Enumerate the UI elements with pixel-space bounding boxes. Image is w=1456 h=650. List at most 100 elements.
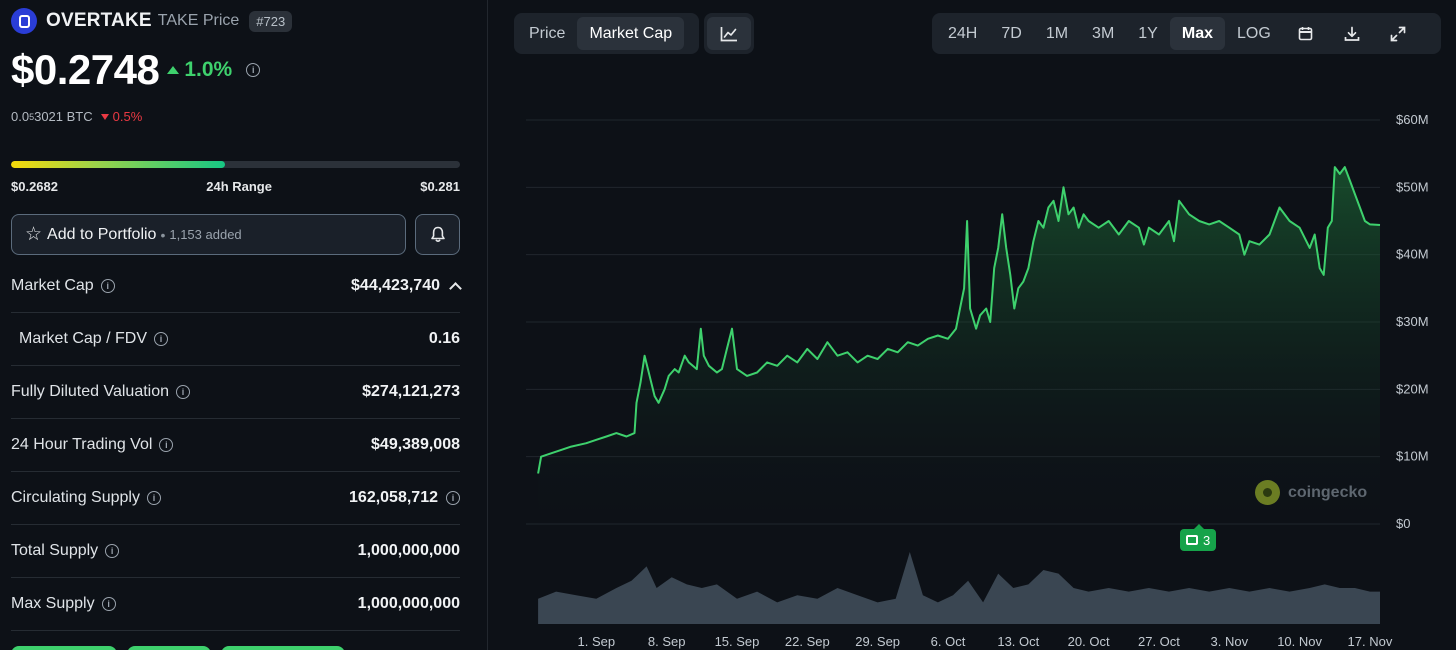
range-3m[interactable]: 3M — [1092, 24, 1115, 42]
coin-header: OVERTAKE TAKE Price #723 — [11, 8, 293, 34]
price-alert-button[interactable] — [415, 214, 460, 255]
rank-badge: #723 — [249, 10, 293, 32]
stat-value: 0.16 — [428, 330, 460, 347]
volume-area — [538, 552, 1380, 624]
y-tick-label: $20M — [1396, 381, 1429, 396]
newspaper-icon — [1186, 535, 1198, 545]
y-tick-label: $40M — [1396, 247, 1429, 262]
calendar-icon — [1298, 27, 1313, 41]
market-cap-area — [538, 167, 1380, 524]
24h-range-bar — [11, 161, 460, 168]
market-cap-line — [537, 166, 1381, 474]
24h-range-fill — [11, 161, 226, 168]
caret-up-icon — [167, 66, 180, 74]
stat-row-mcap-fdv: Market Cap / FDV i 0.16 — [11, 313, 460, 366]
info-icon[interactable]: i — [101, 597, 116, 611]
coin-info-panel: OVERTAKE TAKE Price #723 $0.2748 1.0% i … — [0, 0, 472, 650]
x-tick-label: 29. Sep — [855, 634, 900, 649]
stat-value: 1,000,000,000 — [357, 542, 460, 559]
info-icon[interactable]: i — [246, 63, 261, 77]
stat-value: $49,389,008 — [371, 436, 460, 453]
btc-price-zero-count: 5 — [29, 111, 35, 122]
x-tick-label: 10. Nov — [1277, 634, 1322, 649]
coingecko-watermark: coingecko — [1255, 480, 1367, 505]
stat-value: 162,058,712 — [349, 489, 438, 506]
chart-type-button[interactable] — [704, 13, 754, 54]
x-tick-label: 1. Sep — [578, 634, 616, 649]
btc-price-suffix: 3021 BTC — [34, 109, 93, 124]
info-icon[interactable]: i — [154, 332, 169, 346]
btc-price-row: 0.0 5 3021 BTC 0.5% — [11, 109, 142, 124]
info-icon[interactable]: i — [146, 491, 161, 505]
x-tick-label: 3. Nov — [1211, 634, 1249, 649]
info-icon[interactable]: i — [446, 491, 460, 505]
calendar-button[interactable] — [1283, 17, 1329, 50]
range-1m[interactable]: 1M — [1045, 24, 1069, 42]
range-7d[interactable]: 7D — [1001, 24, 1022, 42]
24h-range-labels: $0.2682 24h Range $0.281 — [11, 179, 460, 194]
coin-subtitle: TAKE Price — [157, 12, 240, 29]
bell-icon — [430, 226, 445, 242]
x-tick-label: 13. Oct — [997, 634, 1039, 649]
range-high: $0.281 — [420, 179, 460, 194]
info-icon[interactable]: i — [100, 279, 115, 293]
info-icon[interactable]: i — [105, 544, 120, 558]
x-tick-label: 17. Nov — [1348, 634, 1393, 649]
stat-label: Fully Diluted Valuation — [11, 383, 170, 400]
stat-value: 1,000,000,000 — [357, 595, 460, 612]
x-tick-label: 27. Oct — [1138, 634, 1180, 649]
price-change-24h: 1.0% — [167, 58, 232, 82]
btc-price-prefix: 0.0 — [11, 109, 30, 124]
stat-row-circulating-supply: Circulating Supply i 162,058,712 i — [11, 472, 460, 525]
bottom-button[interactable] — [11, 646, 117, 650]
stat-row-max-supply: Max Supply i 1,000,000,000 — [11, 578, 460, 631]
info-icon[interactable]: i — [159, 438, 174, 452]
y-tick-label: $50M — [1396, 179, 1429, 194]
range-log[interactable]: LOG — [1236, 24, 1271, 42]
stat-row-total-supply: Total Supply i 1,000,000,000 — [11, 525, 460, 578]
coin-name: OVERTAKE — [46, 10, 152, 31]
x-tick-label: 8. Sep — [648, 634, 686, 649]
panel-divider — [487, 0, 488, 650]
line-chart-icon — [720, 26, 737, 41]
range-max[interactable]: Max — [1169, 17, 1225, 50]
fullscreen-button[interactable] — [1375, 17, 1421, 50]
star-icon: ☆ — [25, 224, 43, 245]
price-change-value: 1.0% — [184, 58, 233, 81]
stat-row-market-cap[interactable]: Market Cap i $44,423,740 — [11, 260, 462, 313]
tab-market-cap[interactable]: Market Cap — [577, 17, 685, 50]
stat-label: Max Supply — [11, 595, 95, 612]
current-price: $0.2748 — [11, 46, 160, 93]
bottom-button[interactable] — [221, 646, 345, 650]
add-to-portfolio-button[interactable]: ☆ Add to Portfolio • 1,153 added — [11, 214, 406, 255]
stat-label: 24 Hour Trading Vol — [11, 436, 153, 453]
stat-row-fdv: Fully Diluted Valuation i $274,121,273 — [11, 366, 460, 419]
info-icon[interactable]: i — [176, 385, 191, 399]
chart-metric-tabs: Price Market Cap — [514, 13, 699, 54]
news-event-badge[interactable]: 3 — [1180, 524, 1217, 551]
range-label: 24h Range — [206, 179, 272, 194]
coingecko-logo-icon — [1255, 480, 1280, 505]
tab-price[interactable]: Price — [529, 24, 566, 42]
range-24h[interactable]: 24H — [948, 24, 978, 42]
bottom-buttons-partial — [11, 646, 345, 650]
portfolio-count: 1,153 added — [169, 227, 242, 242]
stat-value: $274,121,273 — [362, 383, 460, 400]
time-range-tabs: 24H 7D 1M 3M 1Y Max LOG — [932, 13, 1441, 54]
download-button[interactable] — [1329, 17, 1375, 50]
x-tick-label: 15. Sep — [715, 634, 760, 649]
stat-label: Market Cap — [11, 277, 94, 294]
stat-value: $44,423,740 — [351, 277, 440, 294]
x-tick-label: 22. Sep — [785, 634, 830, 649]
x-tick-label: 20. Oct — [1068, 634, 1110, 649]
range-1y[interactable]: 1Y — [1138, 24, 1158, 42]
coin-logo-icon — [11, 8, 37, 34]
stat-row-volume: 24 Hour Trading Vol i $49,389,008 — [11, 419, 460, 472]
stats-table: Market Cap i $44,423,740 Market Cap / FDV… — [11, 260, 462, 631]
price-row: $0.2748 1.0% i — [11, 46, 261, 94]
x-tick-label: 6. Oct — [931, 634, 966, 649]
bottom-button[interactable] — [127, 646, 211, 650]
btc-change: 0.5% — [100, 109, 142, 124]
y-tick-label: $30M — [1396, 314, 1429, 329]
